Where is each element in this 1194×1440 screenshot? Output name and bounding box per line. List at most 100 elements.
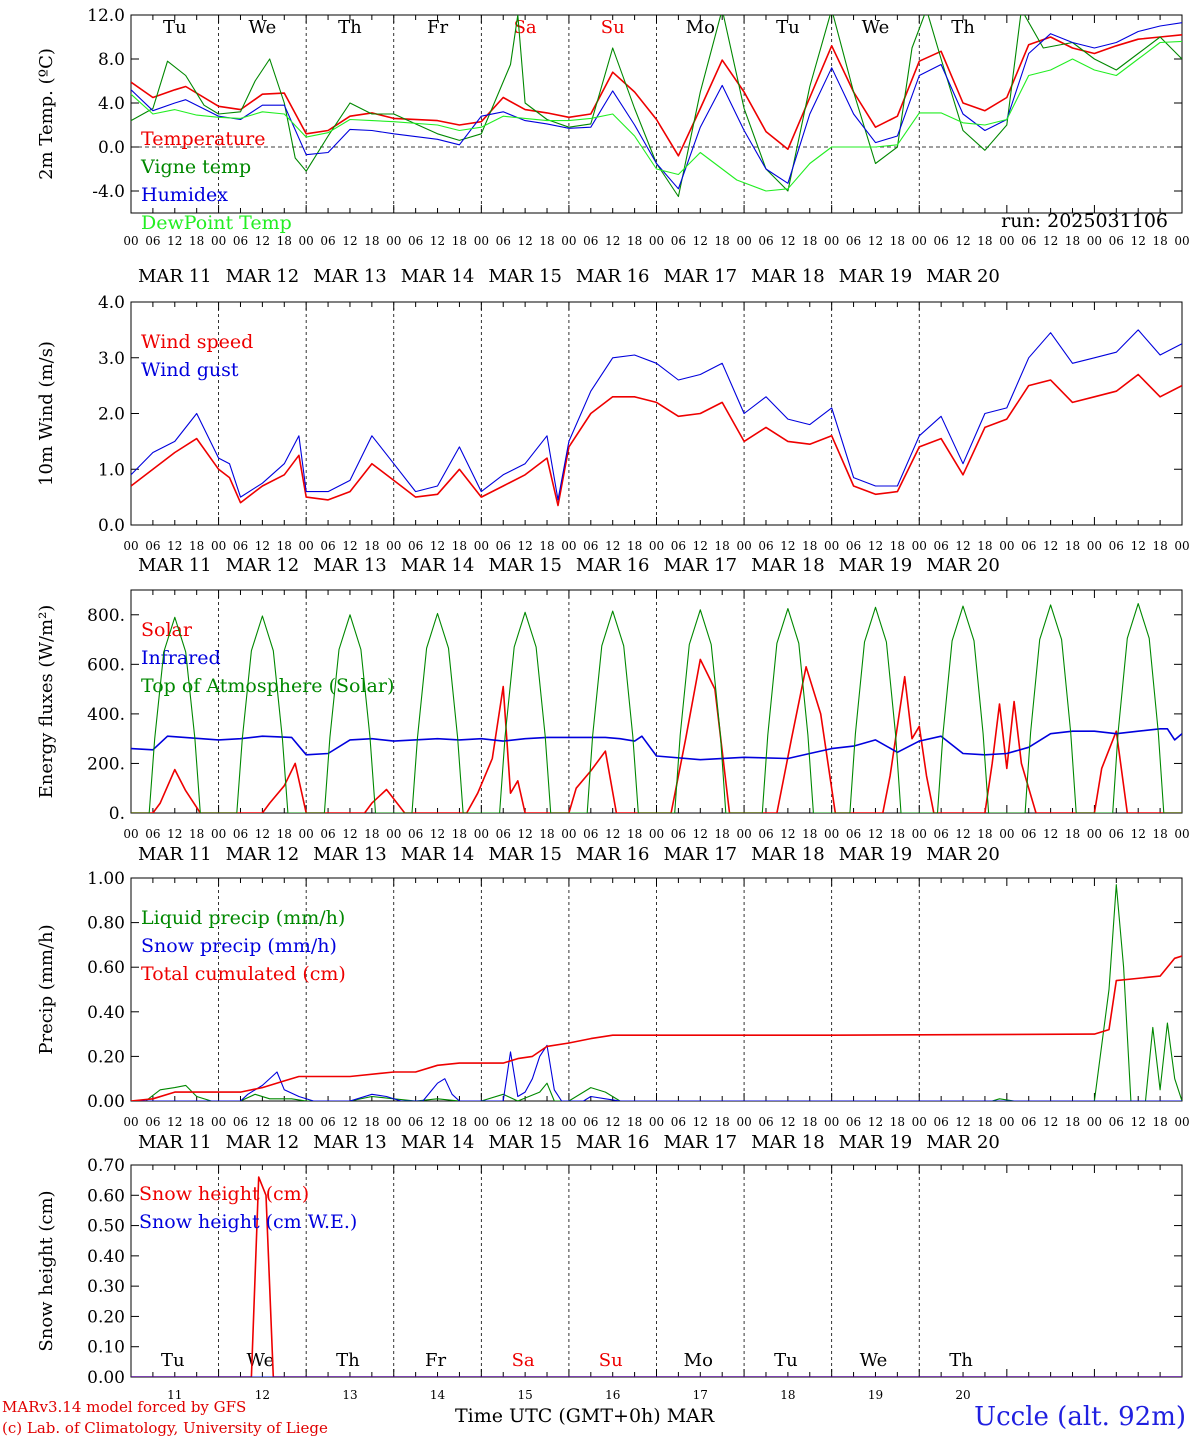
y-tick-label: 800. — [87, 606, 125, 626]
legend-entry: Infrared — [141, 647, 221, 669]
hour-tick-label: 12 — [605, 1115, 620, 1129]
hour-tick-label: 06 — [758, 539, 773, 553]
date-label: MAR 11 — [138, 555, 212, 576]
weekday-label: Tu — [774, 1350, 798, 1371]
hour-tick-label: 18 — [715, 827, 730, 841]
hour-tick-label: 18 — [189, 1115, 204, 1129]
hour-tick-label: 00 — [736, 827, 751, 841]
hour-tick-label: 12 — [430, 539, 445, 553]
hour-tick-label: 06 — [758, 234, 773, 248]
hour-tick-label: 06 — [671, 539, 686, 553]
hour-tick-label: 00 — [999, 1115, 1014, 1129]
day-number-label: 15 — [517, 1388, 532, 1402]
hour-tick-label: 12 — [517, 539, 532, 553]
y-tick-label: -4.0 — [92, 182, 125, 202]
panel-4: 1.00 0.80 0.60 0.40 0.20 0.00 Precip (mm/h) 00 0… — [36, 869, 1190, 1153]
date-label: MAR 15 — [488, 844, 562, 865]
weekday-label: Tu — [163, 17, 187, 38]
series-line-vigne-temp — [131, 15, 1182, 198]
hour-tick-label: 12 — [1043, 827, 1058, 841]
hour-tick-label: 18 — [1152, 539, 1167, 553]
date-label: MAR 17 — [663, 844, 737, 865]
hour-tick-label: 06 — [846, 1115, 861, 1129]
y-tick-label: 1.00 — [87, 869, 125, 889]
hour-tick-label: 12 — [517, 234, 532, 248]
hour-tick-label: 06 — [583, 827, 598, 841]
hour-tick-label: 18 — [802, 234, 817, 248]
date-label: MAR 18 — [751, 555, 825, 576]
hour-tick-label: 12 — [1131, 234, 1146, 248]
hour-tick-label: 06 — [1021, 1115, 1036, 1129]
date-label: MAR 18 — [751, 1132, 825, 1153]
hour-tick-label: 18 — [189, 539, 204, 553]
y-tick-label: 0.20 — [87, 1047, 125, 1067]
hour-tick-label: 06 — [145, 539, 160, 553]
hour-tick-label: 18 — [539, 827, 554, 841]
hour-tick-label: 06 — [1109, 1115, 1124, 1129]
weekday-label: Th — [336, 1350, 360, 1371]
hour-tick-label: 00 — [474, 1115, 489, 1129]
y-tick-label: 0.60 — [87, 1186, 125, 1206]
date-label: MAR 16 — [576, 1132, 650, 1153]
weekday-label: Tu — [161, 1350, 185, 1371]
y-tick-label: 2.0 — [98, 405, 125, 425]
hour-tick-label: 06 — [758, 1115, 773, 1129]
weekday-label: Sa — [512, 1350, 535, 1371]
panel-3: 800. 600. 400. 200. 0. Energy fluxes (W/m²) 00… — [36, 589, 1190, 865]
legend-entry: Wind speed — [141, 331, 253, 353]
y-tick-label: 0.0 — [98, 516, 125, 536]
y-tick-label: 0.80 — [87, 914, 125, 934]
hour-tick-label: 00 — [386, 827, 401, 841]
time-axis-label: Time UTC (GMT+0h) MAR — [455, 1405, 715, 1427]
hour-tick-label: 00 — [999, 234, 1014, 248]
weekday-label: We — [862, 17, 890, 38]
hour-tick-label: 06 — [583, 539, 598, 553]
weekday-label: Mo — [684, 1350, 713, 1371]
plot-frame — [130, 301, 1183, 526]
hour-tick-label: 00 — [386, 234, 401, 248]
hour-tick-label: 18 — [539, 539, 554, 553]
hour-tick-label: 12 — [342, 539, 357, 553]
hour-tick-label: 12 — [955, 539, 970, 553]
day-number-label: 13 — [342, 1388, 357, 1402]
hour-tick-label: 12 — [868, 539, 883, 553]
y-tick-label: 0.50 — [87, 1217, 125, 1237]
hour-tick-label: 12 — [1131, 539, 1146, 553]
y-tick-label: 0.0 — [98, 138, 125, 158]
hour-tick-label: 12 — [780, 234, 795, 248]
hour-tick-label: 00 — [1174, 234, 1189, 248]
weekday-label: We — [860, 1350, 888, 1371]
hour-tick-label: 00 — [474, 827, 489, 841]
hour-tick-label: 06 — [145, 234, 160, 248]
hour-tick-label: 06 — [1109, 539, 1124, 553]
y-tick-label: 200. — [87, 754, 125, 774]
hour-tick-label: 18 — [1065, 539, 1080, 553]
hour-tick-label: 00 — [1174, 827, 1189, 841]
hour-tick-label: 00 — [123, 234, 138, 248]
hour-tick-label: 18 — [627, 827, 642, 841]
date-label: MAR 18 — [751, 844, 825, 865]
y-tick-label: 400. — [87, 705, 125, 725]
hour-tick-label: 00 — [211, 827, 226, 841]
hour-tick-label: 12 — [342, 827, 357, 841]
hour-tick-label: 06 — [934, 827, 949, 841]
date-label: MAR 17 — [663, 1132, 737, 1153]
lab-credit: (c) Lab. of Climatology, University of L… — [2, 1419, 328, 1437]
hour-tick-label: 18 — [1152, 1115, 1167, 1129]
hour-tick-label: 18 — [277, 234, 292, 248]
date-label: MAR 15 — [488, 1132, 562, 1153]
hour-tick-label: 18 — [364, 539, 379, 553]
hour-tick-label: 06 — [408, 539, 423, 553]
date-label: MAR 19 — [839, 1132, 913, 1153]
series-line-total-cumulated-cm- — [131, 955, 1182, 1101]
hour-tick-label: 00 — [1174, 1115, 1189, 1129]
panel-2: 4.0 3.0 2.0 1.0 0.0 10m Wind (m/s) 00 06 12 18 00 0… — [36, 293, 1190, 576]
hour-tick-label: 18 — [452, 1115, 467, 1129]
legend-entry: Wind gust — [141, 359, 239, 381]
hour-tick-label: 12 — [780, 827, 795, 841]
series-line-dewpoint-temp — [131, 40, 1182, 192]
weekday-label: We — [247, 1350, 275, 1371]
hour-tick-label: 06 — [846, 234, 861, 248]
hour-tick-label: 18 — [539, 1115, 554, 1129]
hour-tick-label: 06 — [1109, 234, 1124, 248]
